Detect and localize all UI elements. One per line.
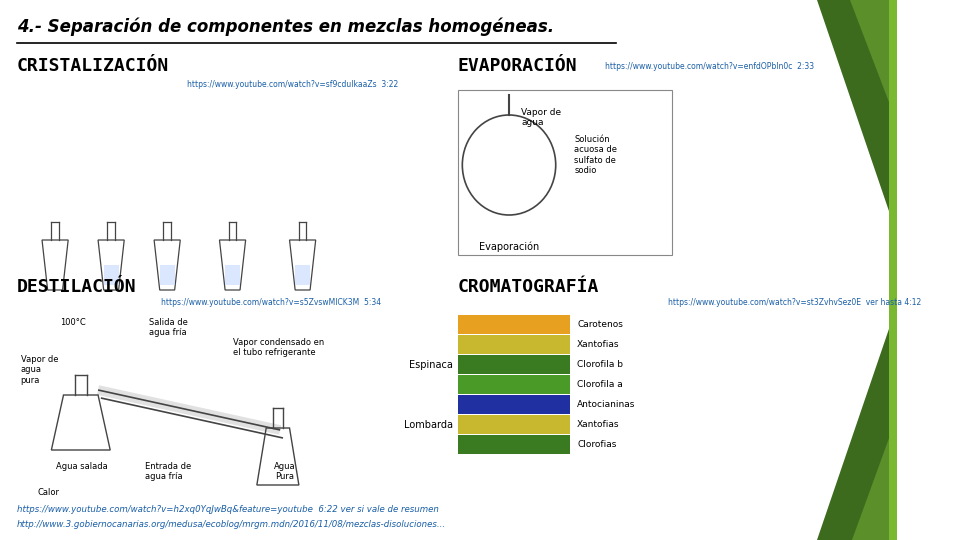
Text: Vapor condensado en
el tubo refrigerante: Vapor condensado en el tubo refrigerante	[233, 338, 324, 357]
Bar	[458, 355, 569, 374]
Text: Carotenos: Carotenos	[577, 320, 623, 329]
Text: http://www.3.gobiernocanarias.org/medusa/ecoblog/mrgm.mdn/2016/11/08/mezclas-dis: http://www.3.gobiernocanarias.org/medusa…	[17, 520, 446, 529]
Text: Xantofias: Xantofias	[577, 420, 620, 429]
Bar	[458, 90, 672, 255]
Text: CRISTALIZACIÓN: CRISTALIZACIÓN	[17, 57, 169, 75]
Bar	[458, 375, 569, 394]
Text: Vapor de
agua: Vapor de agua	[521, 108, 562, 127]
Text: https://www.youtube.com/watch?v=s5ZvswMICK3M  5:34: https://www.youtube.com/watch?v=s5ZvswMI…	[160, 298, 381, 307]
Text: Evaporación: Evaporación	[479, 241, 540, 252]
Polygon shape	[850, 0, 892, 110]
Text: DESTILACIÓN: DESTILACIÓN	[17, 278, 136, 296]
Text: Salida de
agua fría: Salida de agua fría	[150, 318, 188, 338]
Bar	[458, 315, 569, 334]
Text: https://www.youtube.com/watch?v=sf9cdulkaaZs  3:22: https://www.youtube.com/watch?v=sf9cdulk…	[187, 80, 398, 89]
Text: Solución
acuosa de
sulfato de
sodio: Solución acuosa de sulfato de sodio	[574, 135, 617, 175]
Text: Antocianinas: Antocianinas	[577, 400, 636, 409]
Text: 4.- Separación de componentes en mezclas homogéneas.: 4.- Separación de componentes en mezclas…	[17, 18, 554, 37]
Text: Entrada de
agua fría: Entrada de agua fría	[145, 462, 191, 481]
Bar	[225, 265, 240, 285]
Bar	[458, 435, 569, 454]
Text: Calor: Calor	[37, 488, 60, 497]
Text: Agua salada: Agua salada	[56, 462, 108, 471]
Text: https://www.youtube.com/watch?v=h2xq0YqJwBq&feature=youtube  6:22 ver si vale de: https://www.youtube.com/watch?v=h2xq0YqJ…	[17, 505, 439, 514]
Bar	[458, 415, 569, 434]
Text: 100°C: 100°C	[60, 318, 85, 327]
Bar	[295, 265, 310, 285]
Bar	[889, 0, 897, 540]
Text: Agua
Pura: Agua Pura	[274, 462, 296, 481]
Text: Xantofias: Xantofias	[577, 340, 620, 349]
Text: Espinaca: Espinaca	[409, 360, 453, 369]
Text: https://www.youtube.com/watch?v=st3ZvhvSez0E  ver hasta 4:12: https://www.youtube.com/watch?v=st3ZvhvS…	[668, 298, 921, 307]
Text: Clorofias: Clorofias	[577, 440, 616, 449]
Bar	[159, 265, 175, 285]
Polygon shape	[852, 430, 892, 540]
Text: Lombarda: Lombarda	[404, 420, 453, 429]
Text: Vapor de
agua
pura: Vapor de agua pura	[20, 355, 58, 385]
Bar	[104, 265, 119, 285]
Text: Clorofila b: Clorofila b	[577, 360, 623, 369]
Text: EVAPORACIÓN: EVAPORACIÓN	[458, 57, 577, 75]
Text: https://www.youtube.com/watch?v=enfdOPbln0c  2:33: https://www.youtube.com/watch?v=enfdOPbl…	[605, 62, 814, 71]
Text: Clorofila a: Clorofila a	[577, 380, 623, 389]
Bar	[458, 335, 569, 354]
Polygon shape	[817, 0, 892, 220]
Polygon shape	[817, 320, 892, 540]
Text: CROMATOGRAFÍA: CROMATOGRAFÍA	[458, 278, 599, 296]
Bar	[458, 395, 569, 414]
